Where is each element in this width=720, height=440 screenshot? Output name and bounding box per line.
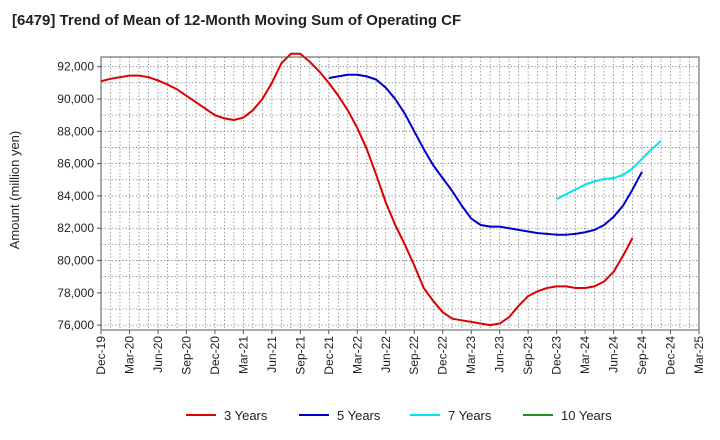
x-tick-label: Jun-23 [493, 336, 507, 373]
x-tick-label: Sep-23 [521, 336, 535, 375]
legend-label: 10 Years [561, 408, 612, 423]
x-tick-label: Dec-23 [550, 336, 564, 375]
x-tick-label: Mar-23 [464, 336, 478, 374]
series-line-5-years [328, 73, 643, 236]
grid [101, 57, 699, 330]
x-tick-label: Dec-21 [322, 336, 336, 375]
legend-label: 5 Years [337, 408, 381, 423]
plot-area-frame [100, 56, 700, 331]
x-tick-label: Dec-24 [664, 336, 678, 375]
x-tick-label: Sep-24 [635, 336, 649, 375]
y-tick-label: 88,000 [57, 124, 94, 138]
y-tick-label: 90,000 [57, 92, 94, 106]
y-tick-label: 92,000 [57, 60, 94, 74]
x-tick-label: Jun-22 [379, 336, 393, 373]
legend-label: 7 Years [448, 408, 492, 423]
series-line-7-years [556, 140, 662, 201]
x-tick-label: Mar-21 [236, 336, 250, 374]
x-axis-ticks: Dec-19 Mar-20 Jun-20 Sep-20 Dec-20 Mar-21 Jun-… [94, 330, 706, 375]
x-tick-label: Sep-21 [293, 336, 307, 375]
x-tick-label: Dec-19 [94, 336, 108, 375]
y-tick-label: 82,000 [57, 221, 94, 235]
y-tick-label: 78,000 [57, 286, 94, 300]
x-tick-label: Sep-20 [179, 336, 193, 375]
x-tick-label: Mar-24 [578, 336, 592, 374]
y-tick-label: 84,000 [57, 189, 94, 203]
x-tick-label: Mar-22 [350, 336, 364, 374]
series-line-3-years [100, 52, 634, 327]
x-tick-label: Mar-20 [122, 336, 136, 374]
y-tick-label: 80,000 [57, 254, 94, 268]
legend: 3 Years 5 Years 7 Years 10 Years [186, 408, 612, 423]
y-tick-label: 86,000 [57, 157, 94, 171]
x-tick-label: Dec-22 [436, 336, 450, 375]
x-tick-label: Jun-24 [607, 336, 621, 373]
legend-label: 3 Years [224, 408, 268, 423]
y-axis-label: Amount (million yen) [7, 131, 22, 250]
chart-title: [6479] Trend of Mean of 12-Month Moving … [12, 12, 461, 29]
x-tick-label: Jun-20 [151, 336, 165, 373]
x-tick-label: Dec-20 [208, 336, 222, 375]
series-lines [100, 52, 662, 327]
y-axis-ticks: 76,000 78,000 80,000 82,000 84,000 86,000 88,0… [57, 60, 101, 332]
x-tick-label: Jun-21 [265, 336, 279, 373]
x-tick-label: Mar-25 [692, 336, 706, 374]
y-tick-label: 76,000 [57, 318, 94, 332]
x-tick-label: Sep-22 [407, 336, 421, 375]
